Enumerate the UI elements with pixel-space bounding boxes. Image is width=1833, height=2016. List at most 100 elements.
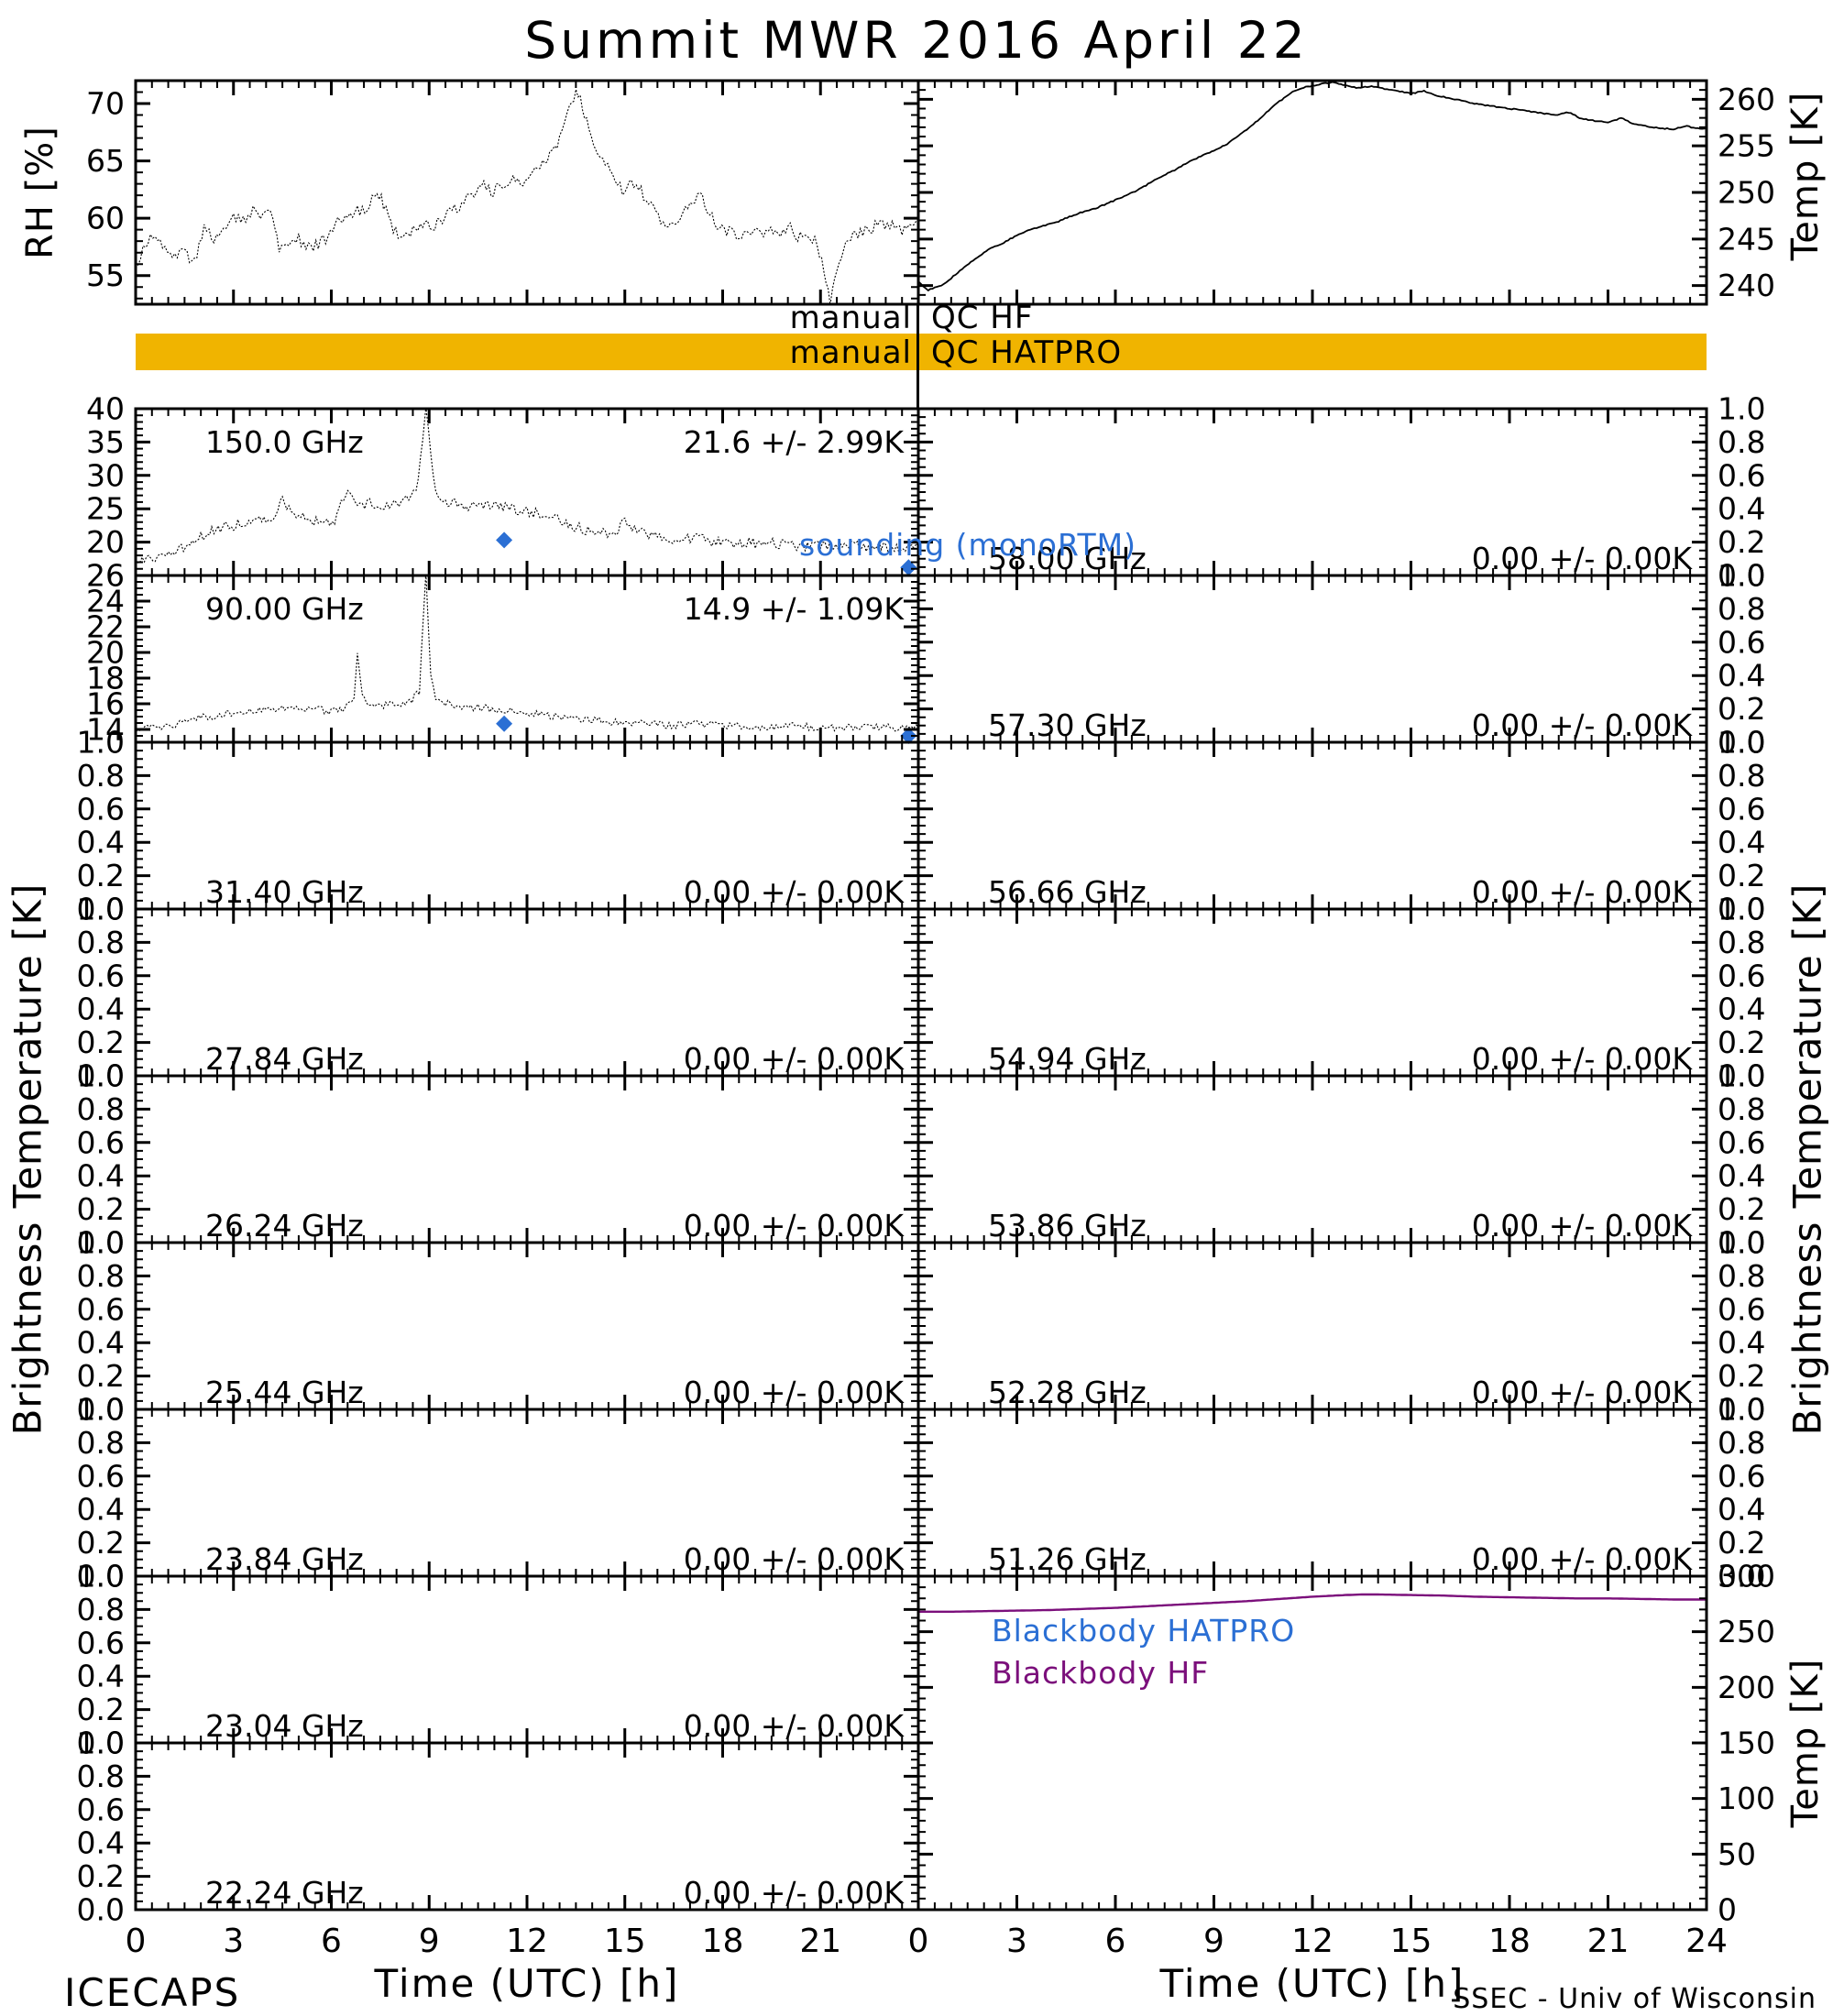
y-tick-label: 24 <box>86 584 125 619</box>
y-tick-label: 50 <box>1718 1836 1756 1872</box>
minor-ticks <box>918 1243 1707 1409</box>
stats-label: 0.00 +/- 0.00K <box>1472 1041 1694 1077</box>
y-tick-label: 0.6 <box>77 958 125 993</box>
series-tb150 <box>136 409 918 564</box>
stats-label: 0.00 +/- 0.00K <box>684 1541 906 1577</box>
series-tb90 <box>136 575 918 733</box>
y-tick-label: 1.0 <box>1718 725 1765 761</box>
y-tick-label: 0.2 <box>1718 1358 1765 1394</box>
y-tick-label: 0.4 <box>1718 825 1765 860</box>
y-tick-label: 0.8 <box>1718 424 1765 460</box>
panel-f5126: 0.00.20.40.60.81.051.26 GHz 0.00 +/- 0.00… <box>916 1392 1765 1594</box>
minor-ticks <box>136 80 918 304</box>
y-tick-label: 0.4 <box>1718 1158 1765 1194</box>
freq-label: 57.30 GHz <box>988 707 1147 743</box>
y-tick-label: 0.8 <box>77 1425 125 1461</box>
y-tick-label: 1.0 <box>1718 1058 1765 1094</box>
x-tick-label: 21 <box>799 1923 841 1960</box>
stats-label: 0.00 +/- 0.00K <box>684 1375 906 1410</box>
panel-f2384: 0.00.20.40.60.81.023.84 GHz 0.00 +/- 0.00… <box>77 1392 920 1594</box>
marker-diamond <box>900 559 917 576</box>
freq-label: 56.66 GHz <box>988 874 1147 910</box>
y-tick-label: 16 <box>86 686 125 722</box>
y-tick-label: 1.0 <box>77 1726 125 1761</box>
x-tick-label: 9 <box>419 1923 440 1960</box>
y-tick-label: 150 <box>1718 1726 1775 1761</box>
y-tick-label: 0.4 <box>1718 491 1765 527</box>
blackbody-hf-legend: Blackbody HF <box>992 1655 1210 1691</box>
freq-label: 90.00 GHz <box>205 591 364 627</box>
y-tick-label: 0.0 <box>1718 1392 1765 1428</box>
y-tick-label: 0.0 <box>1718 1058 1765 1094</box>
y-tick-label: 1.0 <box>1718 1225 1765 1261</box>
panel-rh: 55 60 65 70 <box>86 79 920 306</box>
y-tick-label: 0.2 <box>1718 1024 1765 1060</box>
y-tick-label: 0.4 <box>77 825 125 860</box>
y-tick-label: 0.2 <box>77 1024 125 1060</box>
y-tick-label: 70 <box>86 86 125 122</box>
temp-top-axis-label: Temp [K] <box>1784 91 1827 261</box>
y-tick-label: 0.4 <box>77 1492 125 1528</box>
y-tick-label: 0.0 <box>77 1559 125 1594</box>
stats-label: 0.00 +/- 0.00K <box>1472 874 1694 910</box>
x-tick-label: 24 <box>1685 1923 1728 1960</box>
y-tick-label: 0.0 <box>77 1392 125 1428</box>
freq-label: 51.26 GHz <box>988 1541 1147 1577</box>
y-tick-label: 1.0 <box>1718 892 1765 927</box>
x-tick-label: 3 <box>223 1923 244 1960</box>
y-tick-label: 0.4 <box>77 992 125 1027</box>
y-tick-label: 0.8 <box>77 925 125 960</box>
y-tick-label: 0.4 <box>1718 1492 1765 1528</box>
y-tick-label: 100 <box>1718 1780 1775 1816</box>
ssec-credit-label: SSEC - Univ of Wisconsin <box>1453 1983 1817 2015</box>
stats-label: 21.6 +/- 2.99K <box>684 424 906 460</box>
panel-f5800: 0.00.20.40.60.81.058.00 GHz 0.00 +/- 0.00… <box>916 391 1765 594</box>
y-tick-label: 0 <box>1718 1892 1737 1928</box>
x-tick-label: 21 <box>1587 1923 1630 1960</box>
rh-axis-label: RH [%] <box>19 126 61 259</box>
y-tick-label: 0.6 <box>77 1124 125 1160</box>
y-tick-label: 0.8 <box>1718 758 1765 794</box>
panel-f2784: 0.00.20.40.60.81.027.84 GHz 0.00 +/- 0.00… <box>77 892 920 1094</box>
y-tick-label: 0.2 <box>1718 691 1765 727</box>
marker-diamond <box>900 728 917 744</box>
y-tick-label: 0.2 <box>77 1191 125 1227</box>
minor-ticks <box>918 742 1707 909</box>
brightness-temp-right-axis-label: Brightness Temperature [K] <box>1784 882 1830 1436</box>
y-tick-label: 0.8 <box>77 1592 125 1627</box>
panel-f5494: 0.00.20.40.60.81.054.94 GHz 0.00 +/- 0.00… <box>916 892 1765 1094</box>
blackbody-hatpro-legend: Blackbody HATPRO <box>992 1613 1296 1649</box>
temp-bottom-axis-label: Temp [K] <box>1784 1658 1827 1828</box>
series-rh <box>136 89 918 304</box>
y-tick-label: 0.4 <box>1718 992 1765 1027</box>
y-tick-label: 0.8 <box>1718 591 1765 627</box>
x-tick-label: 15 <box>604 1923 646 1960</box>
minor-ticks <box>918 909 1707 1076</box>
y-tick-label: 1.0 <box>1718 1392 1765 1428</box>
panel-f5228: 0.00.20.40.60.81.052.28 GHz 0.00 +/- 0.00… <box>916 1225 1765 1428</box>
panel-frame <box>916 79 1708 306</box>
panel-f5730: 0.00.20.40.60.81.057.30 GHz 0.00 +/- 0.00… <box>916 558 1765 761</box>
y-tick-label: 0.8 <box>1718 1425 1765 1461</box>
y-tick-label: 0.2 <box>77 1525 125 1561</box>
y-tick-label: 0.2 <box>77 1858 125 1894</box>
minor-ticks <box>136 1576 918 1743</box>
y-tick-label: 18 <box>86 661 125 696</box>
y-tick-label: 26 <box>86 558 125 594</box>
freq-label: 23.04 GHz <box>205 1708 364 1744</box>
icecaps-label: ICECAPS <box>64 1970 241 2015</box>
y-tick-label: 0.6 <box>1718 624 1765 660</box>
panel-frame <box>134 79 920 306</box>
major-ticks <box>134 81 920 304</box>
y-tick-label: 55 <box>86 257 125 293</box>
y-tick-label: 1.0 <box>77 725 125 761</box>
freq-label: 150.0 GHz <box>205 424 364 460</box>
y-tick-label: 1.0 <box>77 1225 125 1261</box>
freq-label: 54.94 GHz <box>988 1041 1147 1077</box>
y-tick-label: 0.8 <box>77 1091 125 1127</box>
y-tick-label: 60 <box>86 201 125 236</box>
y-tick-label: 20 <box>86 524 125 560</box>
y-tick-label: 0.8 <box>1718 925 1765 960</box>
